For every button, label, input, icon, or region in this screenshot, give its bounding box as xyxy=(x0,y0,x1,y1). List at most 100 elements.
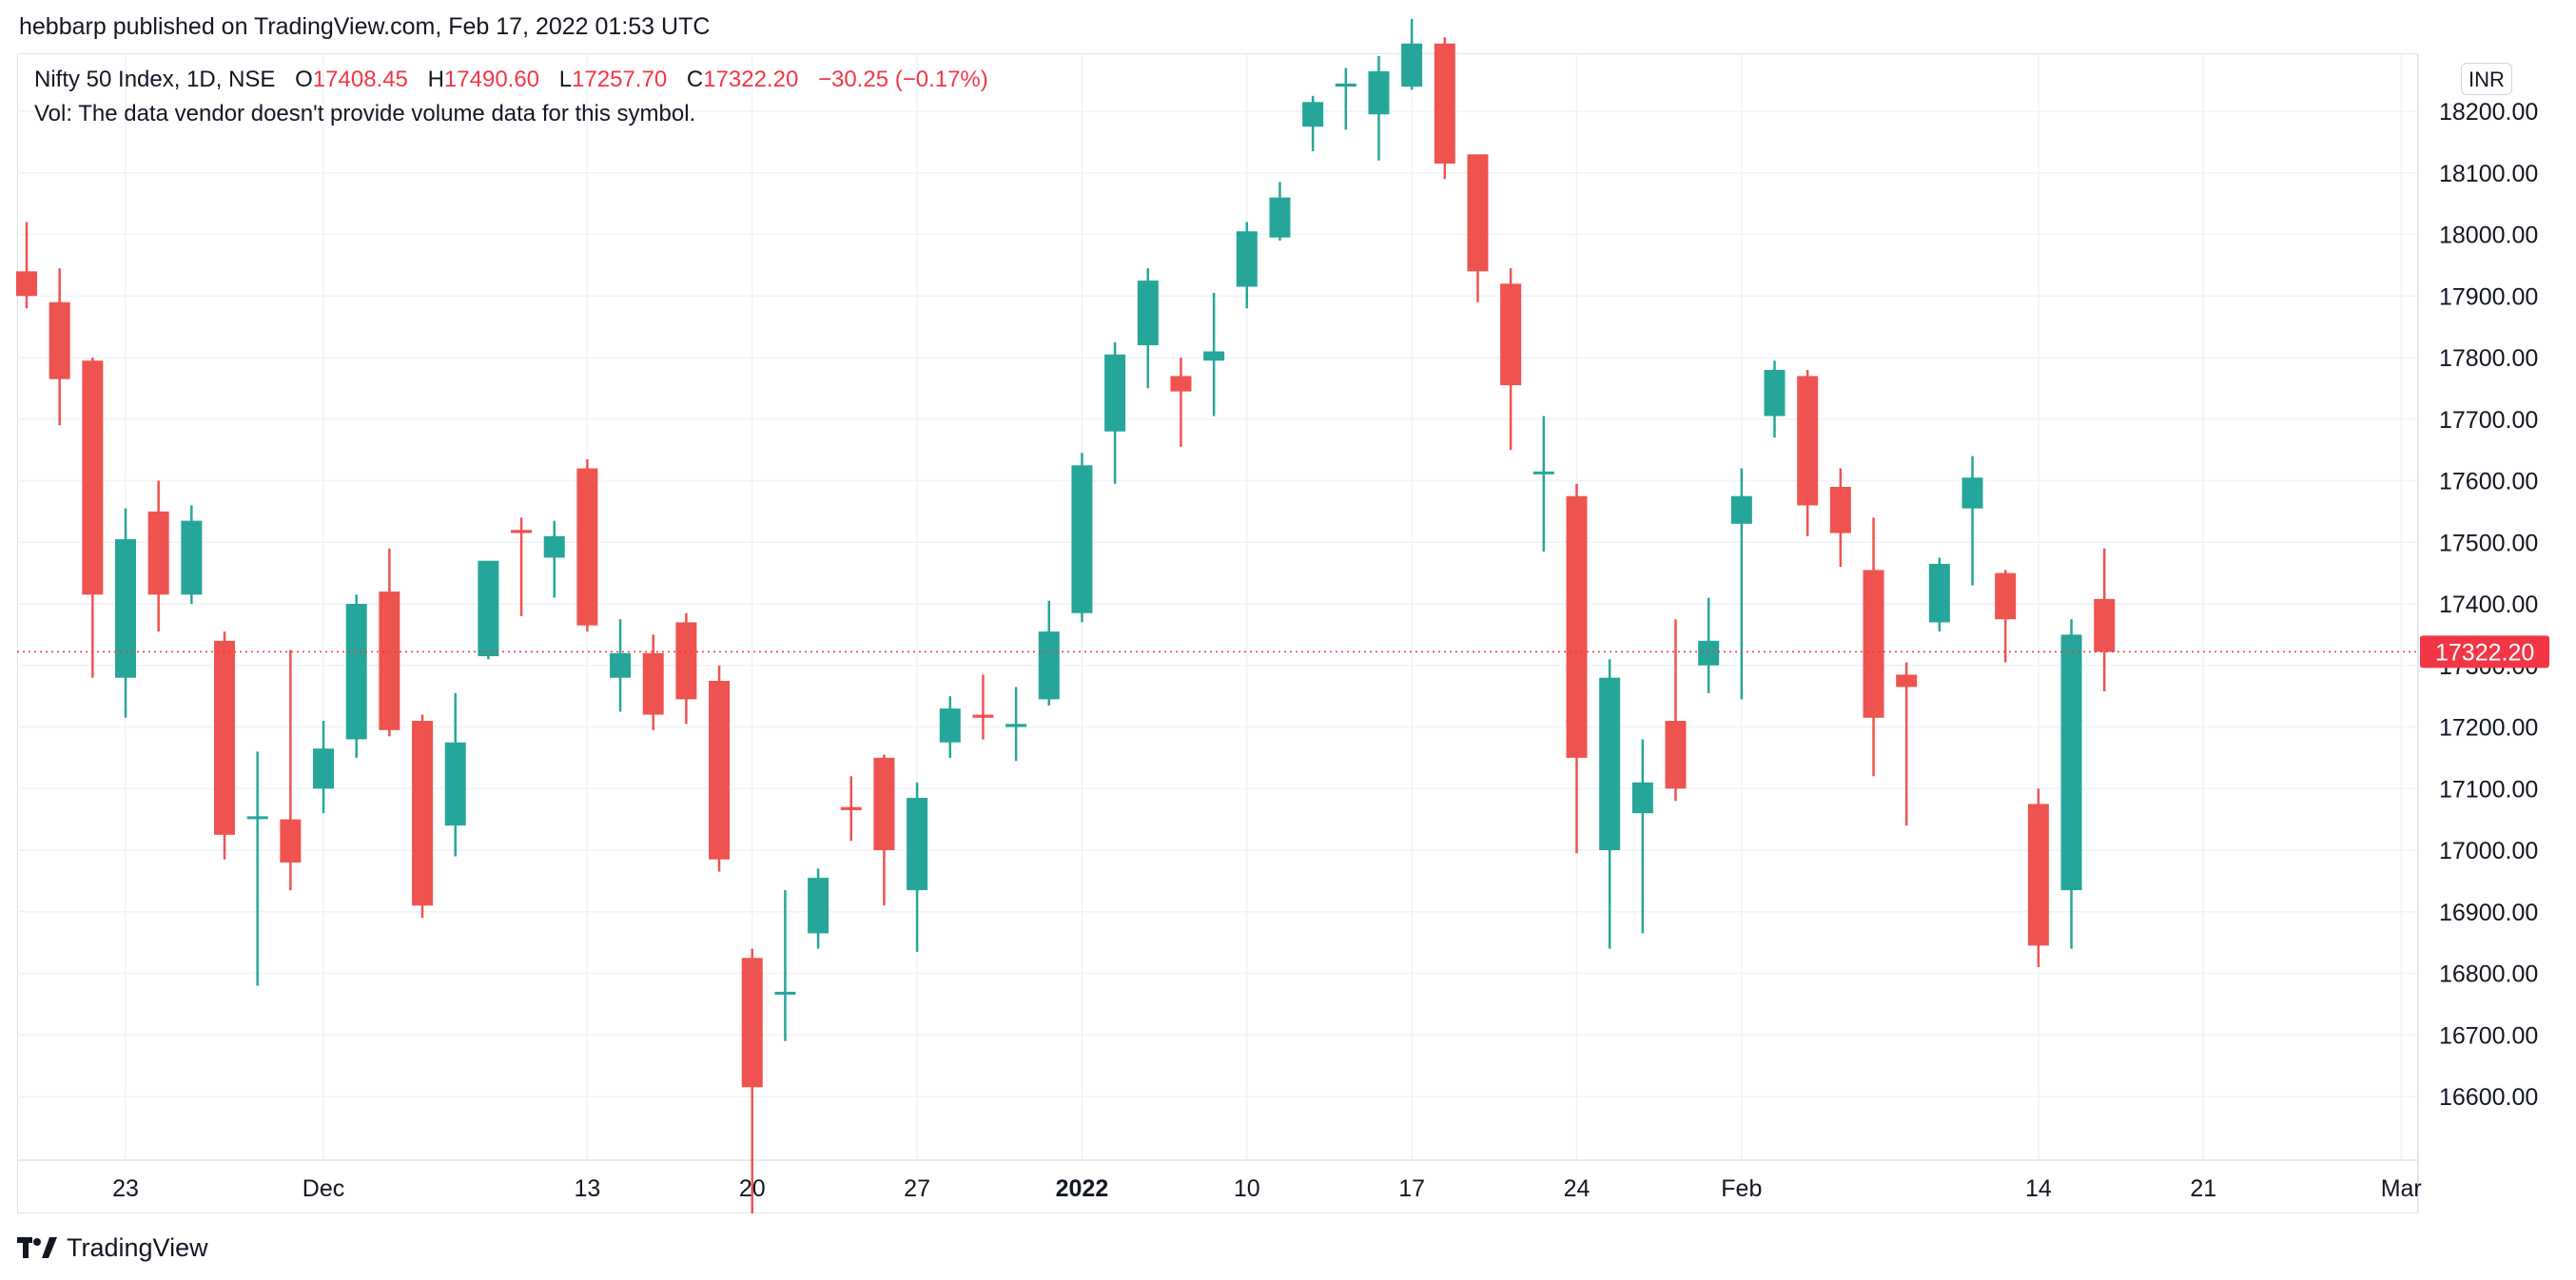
legend-close-label: C xyxy=(686,67,704,92)
candle xyxy=(214,631,236,860)
volume-note: Vol: The data vendor doesn't provide vol… xyxy=(34,101,696,126)
candle xyxy=(313,721,335,814)
price-tick-label: 18200.00 xyxy=(2439,99,2538,126)
grid-lines xyxy=(17,54,2418,1160)
last-price-badge-text: 17322.20 xyxy=(2435,639,2534,666)
legend-low-label: L xyxy=(558,67,573,92)
candles xyxy=(16,18,2116,1214)
candle xyxy=(2027,788,2049,968)
tradingview-brand[interactable]: TradingView xyxy=(17,1229,208,1267)
candle xyxy=(1269,182,1291,241)
price-tick-label: 17000.00 xyxy=(2439,838,2538,864)
time-tick-label: 17 xyxy=(1398,1175,1425,1202)
candle xyxy=(610,619,632,712)
candle-body xyxy=(907,797,928,891)
candle xyxy=(1829,468,1851,568)
candle-body xyxy=(1961,477,1983,509)
candle-body xyxy=(246,816,268,820)
candle xyxy=(412,714,434,919)
candle-body xyxy=(115,539,137,678)
candle xyxy=(774,890,796,1041)
candle-body xyxy=(511,530,533,533)
candle-body xyxy=(1269,197,1291,238)
candle-body xyxy=(1730,495,1752,524)
candle-body xyxy=(1467,154,1489,272)
candle xyxy=(1401,18,1423,90)
candle-body xyxy=(1698,640,1720,666)
legend-change: −30.25 (−0.17%) xyxy=(817,67,988,92)
candle-body xyxy=(181,520,203,595)
publisher-line: hebbarp published on TradingView.com, Fe… xyxy=(19,13,711,40)
candle-body xyxy=(1797,376,1819,506)
candle xyxy=(1566,483,1588,854)
candle xyxy=(2094,548,2116,691)
candle xyxy=(1863,517,1884,777)
candle xyxy=(1467,154,1489,302)
candle xyxy=(1302,95,1324,152)
candle-body xyxy=(1335,83,1356,87)
candle-body xyxy=(345,604,367,740)
legend-high-value: 17490.60 xyxy=(443,67,540,92)
candle xyxy=(246,751,268,986)
candle xyxy=(16,222,37,309)
time-tick-label: 10 xyxy=(1234,1175,1260,1202)
candle xyxy=(1500,268,1522,451)
candle xyxy=(1730,468,1752,700)
time-tick-label: 23 xyxy=(112,1175,139,1202)
candle-body xyxy=(214,640,236,835)
candle xyxy=(1005,687,1027,762)
legend-low-value: 17257.70 xyxy=(572,67,668,92)
candle-body xyxy=(1631,782,1653,814)
candlestick-chart[interactable]: 16600.00 16700.00 16800.00 16900.00 17000.00… xyxy=(0,0,2576,1227)
candle xyxy=(82,358,104,678)
price-tick-label: 17900.00 xyxy=(2439,283,2538,310)
candle xyxy=(147,480,169,632)
candle xyxy=(1764,360,1786,438)
candle xyxy=(1203,293,1225,417)
candle-body xyxy=(2094,598,2116,652)
price-tick-label: 17200.00 xyxy=(2439,715,2538,742)
candle xyxy=(1236,222,1258,309)
candle-body xyxy=(147,511,169,595)
candle-body xyxy=(1764,369,1786,417)
candle-body xyxy=(1566,495,1588,758)
candle xyxy=(49,268,70,426)
candle-body xyxy=(1928,563,1950,623)
candle xyxy=(478,560,499,660)
candle-body xyxy=(280,819,302,863)
candle-body xyxy=(808,878,829,934)
candle-body xyxy=(1203,351,1225,361)
candle xyxy=(939,696,961,758)
price-tick-label: 17600.00 xyxy=(2439,469,2538,495)
legend-symbol[interactable]: Nifty 50 Index, 1D, NSE xyxy=(34,67,276,92)
candle-body xyxy=(642,652,664,715)
candle-body xyxy=(840,806,862,810)
candle xyxy=(1335,68,1356,130)
candle xyxy=(543,520,565,598)
time-tick-label: 2022 xyxy=(1056,1175,1109,1202)
ohlc-legend: Nifty 50 Index, 1D, NSE O17408.45 H17490… xyxy=(34,67,988,93)
price-tick-label: 17800.00 xyxy=(2439,345,2538,372)
candle-body xyxy=(1038,631,1060,700)
time-tick-label: Mar xyxy=(2381,1175,2422,1202)
candle xyxy=(741,948,763,1214)
candle-body xyxy=(709,680,731,860)
candle xyxy=(1434,37,1455,180)
currency-button[interactable]: INR xyxy=(2461,63,2512,95)
candle xyxy=(808,868,829,949)
candle-body xyxy=(478,560,499,657)
candle-body xyxy=(939,708,961,743)
time-axis-labels: 23 Dec 13 20 27 2022 10 17 24 Feb 14 21 Mar xyxy=(112,1175,2422,1202)
candle xyxy=(181,505,203,604)
candle xyxy=(907,782,928,952)
candle-body xyxy=(379,592,400,730)
candle-body xyxy=(1071,465,1093,613)
candle xyxy=(1896,662,1918,826)
candle xyxy=(675,612,697,725)
candle xyxy=(115,508,137,718)
price-tick-label: 16800.00 xyxy=(2439,961,2538,988)
candle xyxy=(1071,453,1093,623)
candle-body xyxy=(49,301,70,379)
candle xyxy=(2060,619,2082,949)
candle xyxy=(1698,597,1720,693)
